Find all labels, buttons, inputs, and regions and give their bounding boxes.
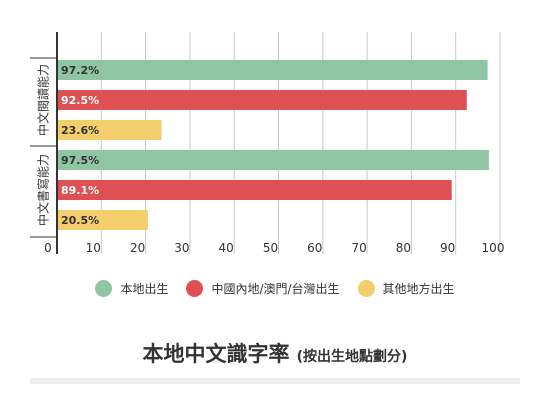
data-label-0-2: 23.6% <box>61 124 99 137</box>
data-label-1-2: 20.5% <box>61 214 99 227</box>
chart-subtitle: (按出生地點劃分) <box>296 349 408 365</box>
footer-divider <box>30 378 520 384</box>
x-tick-label-80: 80 <box>396 241 411 255</box>
x-tick-label-20: 20 <box>130 241 145 255</box>
bar-1-2 <box>58 210 148 230</box>
legend-label-local: 本地出生 <box>120 281 169 296</box>
legend-label-mainland: 中國內地/澳門/台灣出生 <box>211 281 340 296</box>
legend-swatch-local <box>95 279 113 297</box>
category-label-1: 中文書寫能力 <box>36 154 51 226</box>
x-tick-label-60: 60 <box>307 241 322 255</box>
chart-title-block: 本地中文識字率 (按出生地點劃分) <box>0 338 550 368</box>
data-label-0-0: 97.2% <box>61 64 99 77</box>
data-label-0-1: 92.5% <box>61 94 99 107</box>
x-tick-label-100: 100 <box>482 241 505 255</box>
x-tick-label-70: 70 <box>351 241 366 255</box>
category-label-0: 中文閱讀能力 <box>36 64 51 136</box>
chart-title: 本地中文識字率 <box>142 342 290 366</box>
legend-swatch-mainland <box>186 279 204 297</box>
legend-swatch-other <box>357 279 375 297</box>
bar-chart: 0 10 20 30 40 50 60 70 80 90 100 中文閱讀能力 97.2% 92.5% 23… <box>30 32 505 255</box>
data-label-1-0: 97.5% <box>61 154 99 167</box>
legend-item-other: 其他地方出生 <box>357 279 455 297</box>
x-tick-label-50: 50 <box>263 241 278 255</box>
x-tick-label-10: 10 <box>86 241 101 255</box>
legend-item-local: 本地出生 <box>95 279 169 297</box>
legend-label-other: 其他地方出生 <box>382 281 455 296</box>
legend-item-mainland: 中國內地/澳門/台灣出生 <box>186 279 340 297</box>
bar-0-0 <box>58 60 488 80</box>
bar-0-1 <box>58 90 467 110</box>
bar-1-0 <box>58 150 489 170</box>
x-tick-label-0: 0 <box>44 241 52 255</box>
legend: 本地出生 中國內地/澳門/台灣出生 其他地方出生 <box>0 276 550 300</box>
x-tick-label-90: 90 <box>440 241 455 255</box>
x-tick-label-30: 30 <box>174 241 189 255</box>
bar-1-1 <box>58 180 452 200</box>
x-tick-label-40: 40 <box>219 241 234 255</box>
bar-0-2 <box>58 120 162 140</box>
data-label-1-1: 89.1% <box>61 184 99 197</box>
